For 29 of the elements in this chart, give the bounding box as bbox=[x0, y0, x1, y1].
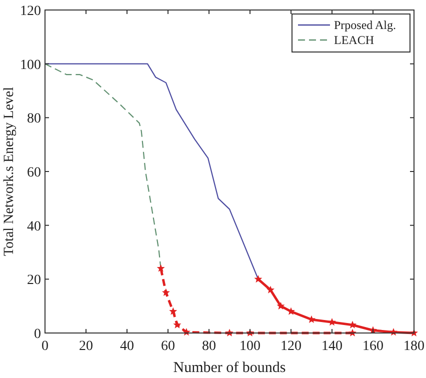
y-tick-label: 80 bbox=[27, 112, 41, 127]
x-axis-title: Number of bounds bbox=[173, 360, 286, 376]
x-tick-label: 60 bbox=[161, 339, 175, 354]
x-tick-label: 80 bbox=[202, 339, 216, 354]
point bbox=[254, 274, 262, 283]
point bbox=[276, 302, 285, 310]
x-tick-label: 180 bbox=[404, 339, 424, 354]
y-tick-label: 40 bbox=[27, 219, 41, 234]
y-tick-label: 100 bbox=[20, 58, 41, 73]
point bbox=[266, 286, 274, 294]
x-tick-label: 40 bbox=[120, 339, 134, 354]
y-tick-label: 120 bbox=[20, 4, 41, 19]
y-axis-title: Total Network.s Energy Level bbox=[2, 86, 17, 256]
y-tick-label: 0 bbox=[34, 327, 41, 342]
x-tick-label: 140 bbox=[322, 339, 342, 354]
legend-label: LEACH bbox=[334, 33, 374, 47]
point bbox=[328, 318, 336, 326]
x-tick-label: 160 bbox=[362, 339, 384, 354]
x-tick-label: 120 bbox=[280, 339, 302, 354]
y-tick-label: 60 bbox=[27, 166, 41, 180]
point bbox=[169, 307, 178, 315]
point bbox=[162, 288, 170, 296]
point bbox=[287, 307, 295, 315]
point bbox=[173, 320, 182, 328]
point bbox=[156, 264, 165, 272]
legend-label: Prposed Alg. bbox=[334, 18, 396, 32]
y-tick-label: 20 bbox=[27, 273, 41, 288]
x-tick-label: 20 bbox=[79, 339, 93, 354]
x-tick-label: 100 bbox=[240, 339, 260, 354]
